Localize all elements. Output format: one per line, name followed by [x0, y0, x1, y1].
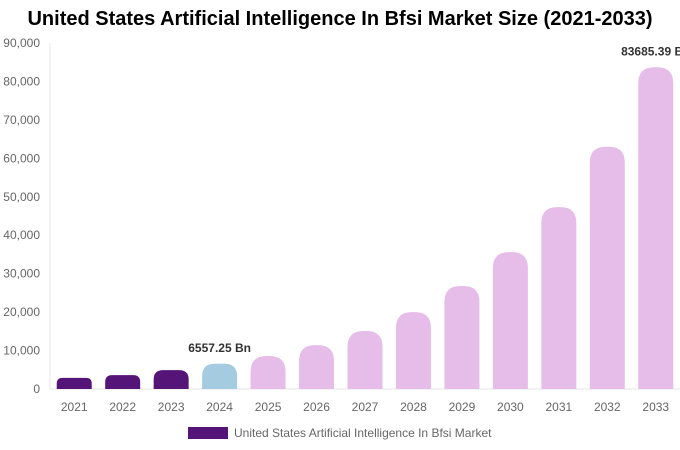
y-tick-label: 50,000 — [3, 190, 40, 204]
y-tick-label: 60,000 — [3, 151, 40, 165]
bar-2029 — [444, 285, 480, 389]
bar-2032 — [589, 146, 625, 389]
bar-2022 — [105, 375, 141, 389]
legend-swatch — [188, 427, 228, 439]
bar-2028 — [395, 312, 431, 389]
chart-title: United States Artificial Intelligence In… — [27, 8, 653, 30]
x-tick-label: 2026 — [303, 400, 330, 414]
y-tick-label: 40,000 — [3, 228, 40, 242]
bar-2023 — [153, 370, 189, 389]
bar-2027 — [347, 330, 383, 389]
legend-label: United States Artificial Intelligence In… — [234, 426, 492, 440]
x-tick-label: 2022 — [109, 400, 136, 414]
bar-2026 — [299, 345, 335, 389]
bar-2025 — [250, 355, 286, 389]
bar-2024 — [202, 363, 238, 389]
bar-2033 — [638, 67, 674, 389]
x-tick-label: 2032 — [594, 400, 621, 414]
x-tick-label: 2025 — [255, 400, 282, 414]
bar-2021 — [56, 377, 92, 389]
x-tick-label: 2029 — [449, 400, 476, 414]
y-tick-label: 80,000 — [3, 74, 40, 88]
x-tick-label: 2030 — [497, 400, 524, 414]
y-tick-label: 0 — [33, 382, 40, 396]
legend: United States Artificial Intelligence In… — [188, 426, 491, 440]
y-tick-label: 20,000 — [3, 305, 40, 319]
x-tick-label: 2023 — [158, 400, 185, 414]
bar-2030 — [492, 252, 528, 389]
data-label-2024: 6557.25 Bn — [188, 341, 251, 355]
y-tick-label: 10,000 — [3, 344, 40, 358]
y-tick-label: 70,000 — [3, 113, 40, 127]
bar-2031 — [541, 207, 577, 389]
x-tick-label: 2024 — [206, 400, 233, 414]
x-tick-label: 2021 — [61, 400, 88, 414]
x-tick-label: 2028 — [400, 400, 427, 414]
data-label-2033: 83685.39 Bn — [621, 44, 680, 58]
x-tick-label: 2033 — [642, 400, 669, 414]
y-tick-label: 90,000 — [3, 36, 40, 50]
x-tick-label: 2027 — [352, 400, 379, 414]
x-tick-label: 2031 — [545, 400, 572, 414]
y-tick-label: 30,000 — [3, 267, 40, 281]
